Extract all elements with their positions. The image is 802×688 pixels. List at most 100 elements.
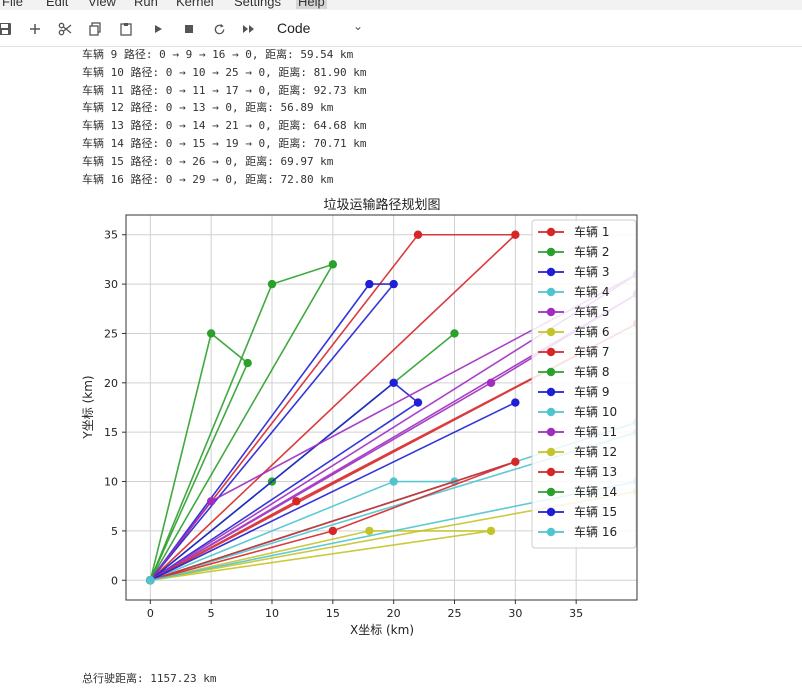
route-point: [206, 497, 216, 506]
x-tick-label: 5: [208, 607, 215, 620]
legend-swatch-marker: [546, 427, 556, 437]
notebook-toolbar: Code ⌄: [0, 12, 802, 47]
route-point: [328, 260, 338, 269]
legend-swatch-marker: [546, 287, 556, 297]
y-tick-label: 0: [111, 574, 118, 587]
y-tick-label: 20: [104, 377, 118, 390]
legend: 车辆 1 车辆 2 车辆 3 车辆 4 车辆 5 车辆 6 车辆 7 车辆 8 车辆 9 车辆 1…: [531, 219, 637, 549]
legend-swatch-marker: [546, 407, 556, 417]
restart-icon[interactable]: [208, 18, 230, 40]
output-line: 车辆 15 路径: 0 → 26 → 0, 距离: 69.97 km: [82, 154, 334, 168]
x-tick-label: 25: [448, 607, 462, 620]
output-line: 车辆 12 路径: 0 → 13 → 0, 距离: 56.89 km: [82, 101, 334, 115]
route-point: [365, 279, 374, 289]
x-tick-label: 20: [387, 607, 401, 620]
legend-label: 车辆 13: [574, 464, 617, 479]
route-line: [150, 530, 492, 582]
total-distance: 总行驶距离: 1157.23 km: [82, 672, 217, 685]
legend-swatch-marker: [546, 367, 556, 377]
legend-swatch-marker: [546, 467, 556, 477]
legend-swatch-marker: [546, 227, 556, 237]
cut-icon[interactable]: [54, 18, 76, 40]
legend-label: 车辆 10: [574, 404, 617, 419]
legend-swatch-marker: [546, 387, 556, 397]
menu-view[interactable]: View: [88, 0, 116, 9]
copy-icon[interactable]: [84, 18, 106, 40]
legend-label: 车辆 4: [574, 284, 609, 299]
route-line: [149, 381, 420, 581]
tick-layer: 0 5 10 15 20 25 30 35 0 5 10 15 20 25 30 35: [104, 229, 583, 620]
route-point: [267, 279, 277, 289]
output-line: 车辆 13 路径: 0 → 14 → 21 → 0, 距离: 64.68 km: [82, 119, 367, 133]
legend-label: 车辆 5: [574, 304, 609, 319]
plot-frame: [125, 214, 638, 601]
x-axis-label: X坐标 (km): [350, 623, 414, 637]
legend-label: 车辆 6: [574, 324, 609, 339]
legend-swatch-marker: [546, 327, 556, 337]
y-tick-label: 10: [104, 476, 118, 489]
menu-bar: File Edit View Run Kernel Settings Help: [0, 0, 802, 10]
route-point: [146, 576, 155, 585]
route-line: [149, 322, 637, 581]
legend-label: 车辆 9: [574, 384, 609, 399]
legend-swatch-marker: [546, 527, 556, 537]
menu-help[interactable]: Help: [296, 0, 327, 9]
route-chart: 垃圾运输路径规划图 0 5 10 15 20 25 30 35 0 5 10 15 20 25 30 35 X…: [81, 197, 638, 637]
route-point: [365, 526, 374, 536]
legend-label: 车辆 14: [574, 484, 617, 499]
route-point: [450, 329, 459, 338]
legend-label: 车辆 1: [574, 224, 609, 239]
route-line: [149, 233, 518, 581]
y-tick-label: 5: [111, 525, 118, 538]
menu-settings[interactable]: Settings: [234, 0, 281, 9]
legend-label: 车辆 8: [574, 364, 609, 379]
legend-label: 车辆 2: [574, 244, 609, 259]
x-tick-label: 30: [508, 607, 522, 620]
legend-swatch-marker: [546, 247, 556, 257]
route-line: [150, 490, 637, 582]
save-icon[interactable]: [0, 18, 16, 40]
output-line: 车辆 16 路径: 0 → 29 → 0, 距离: 72.80 km: [82, 172, 334, 186]
route-point: [486, 526, 496, 536]
legend-swatch-marker: [546, 447, 556, 457]
route-line: [149, 283, 396, 581]
x-tick-label: 10: [265, 607, 279, 620]
paste-icon[interactable]: [115, 18, 137, 40]
y-axis-label: Y坐标 (km): [81, 375, 95, 439]
route-point: [511, 398, 520, 407]
route-point: [292, 497, 301, 506]
legend-label: 车辆 16: [574, 524, 617, 539]
legend-label: 车辆 3: [574, 264, 609, 279]
menu-kernel[interactable]: Kernel: [176, 0, 214, 9]
legend-swatch-marker: [546, 507, 556, 517]
fast-forward-icon[interactable]: [238, 18, 260, 40]
chart-title: 垃圾运输路径规划图: [323, 197, 440, 213]
add-icon[interactable]: [24, 18, 46, 40]
y-tick-label: 25: [104, 327, 118, 340]
stop-icon[interactable]: [178, 18, 200, 40]
route-point: [413, 398, 423, 407]
output-line: 车辆 14 路径: 0 → 15 → 19 → 0, 距离: 70.71 km: [82, 136, 367, 150]
legend-swatch-marker: [546, 347, 556, 357]
cell-type-label: Code: [277, 20, 311, 36]
route-line: [149, 332, 249, 581]
menu-run[interactable]: Run: [134, 0, 158, 9]
legend-swatch-marker: [546, 487, 556, 497]
route-line: [150, 461, 516, 582]
chevron-down-icon: ⌄: [352, 19, 363, 33]
route-point: [486, 378, 496, 388]
route-point: [511, 230, 520, 239]
menu-edit[interactable]: Edit: [46, 0, 69, 9]
route-point: [413, 230, 423, 239]
y-tick-label: 15: [104, 426, 118, 439]
run-icon[interactable]: [147, 18, 169, 40]
legend-swatch-marker: [546, 267, 556, 277]
menu-file[interactable]: File: [2, 0, 23, 9]
output-line: 车辆 10 路径: 0 → 10 → 25 → 0, 距离: 81.90 km: [82, 65, 367, 79]
legend-label: 车辆 12: [574, 444, 617, 459]
route-point: [328, 526, 338, 536]
cell-type-select[interactable]: Code ⌄: [277, 19, 365, 38]
legend-box: [531, 219, 637, 549]
x-tick-label: 0: [147, 607, 154, 620]
output-line: 车辆 9 路径: 0 → 9 → 16 → 0, 距离: 59.54 km: [82, 48, 354, 61]
